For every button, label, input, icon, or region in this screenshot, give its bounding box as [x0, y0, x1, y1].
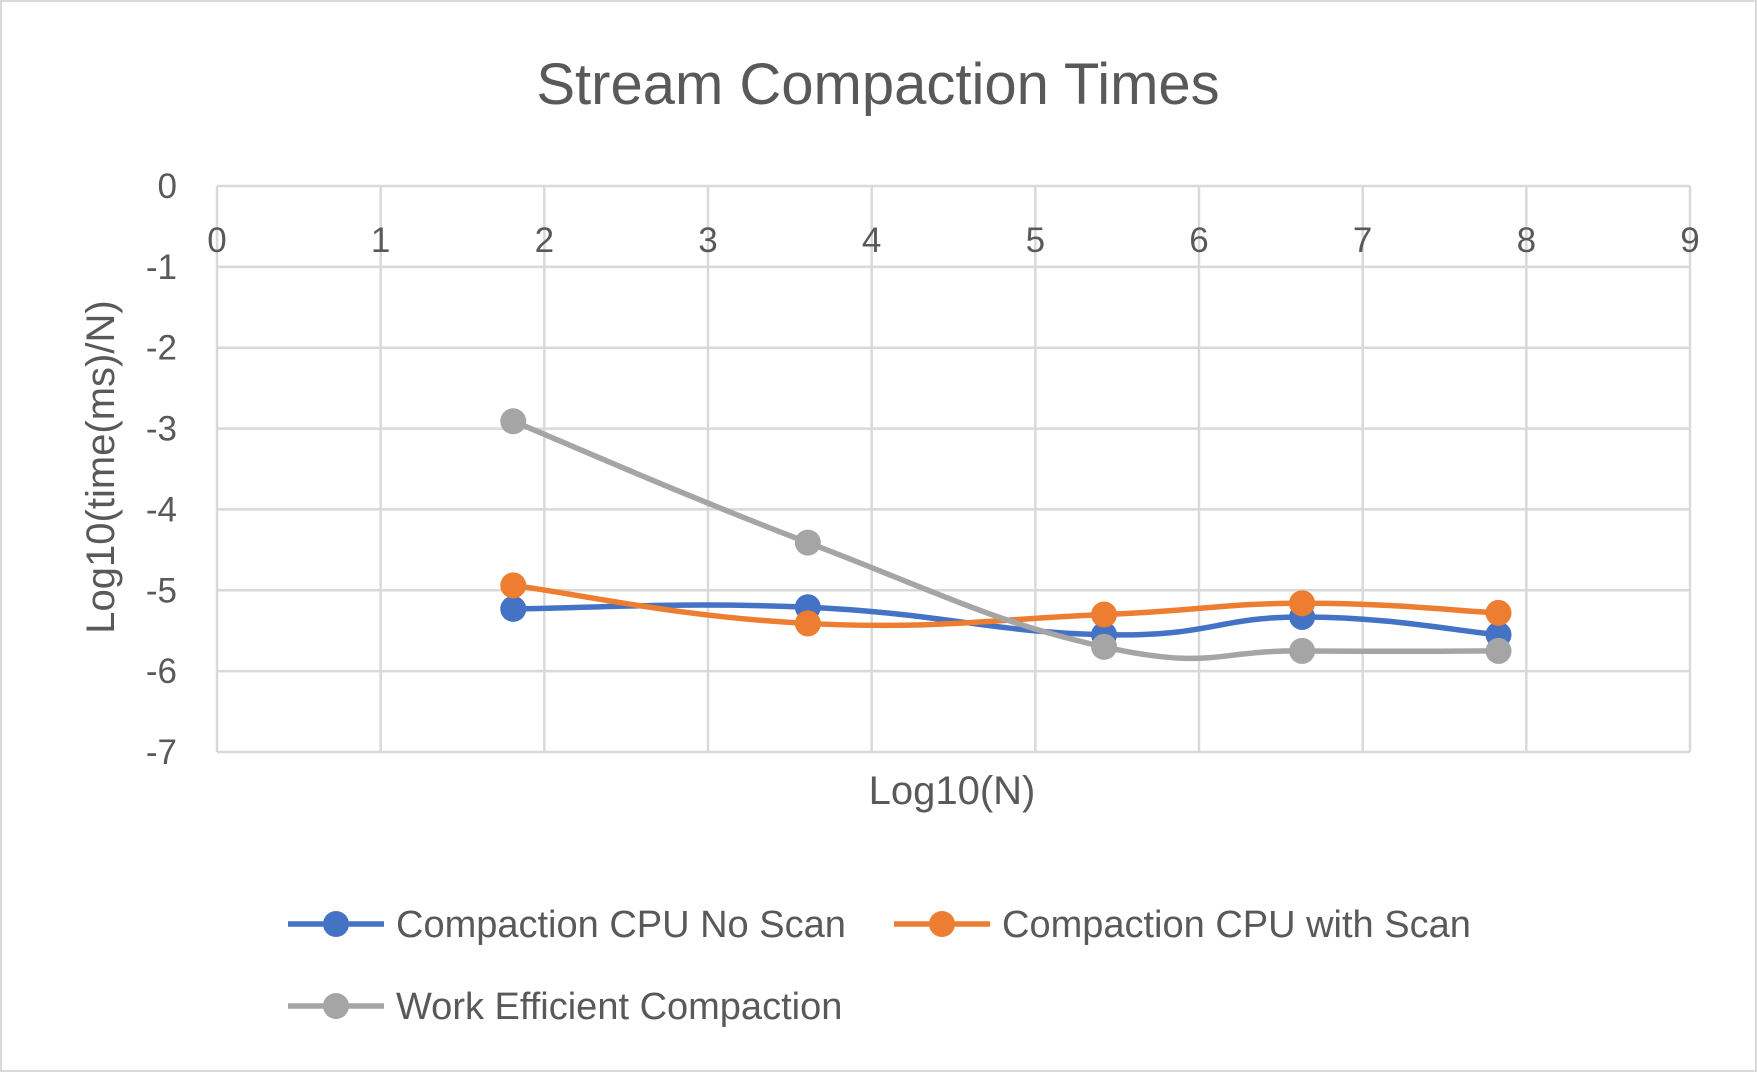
- legend-marker: [929, 911, 955, 937]
- x-tick-label: 6: [1189, 221, 1208, 260]
- y-tick-label: -1: [146, 248, 177, 287]
- grid-lines: [215, 184, 1692, 754]
- x-tick-label: 8: [1517, 221, 1536, 260]
- x-tick-label: 7: [1353, 221, 1372, 260]
- x-tick-label: 4: [862, 221, 881, 260]
- y-tick-label: -4: [146, 490, 177, 529]
- data-point: [794, 529, 821, 556]
- x-tick-label: 0: [207, 221, 226, 260]
- data-point: [500, 595, 527, 622]
- x-tick-label: 5: [1026, 221, 1045, 260]
- y-tick-label: -2: [146, 329, 177, 368]
- legend-label: Compaction CPU No Scan: [396, 904, 846, 946]
- y-tick-label: -6: [146, 652, 177, 691]
- data-point: [794, 610, 821, 637]
- series-line: [510, 602, 1502, 638]
- chart-title: Stream Compaction Times: [536, 52, 1219, 117]
- legend-item-compaction-cpu-no-scan: Compaction CPU No Scan: [288, 904, 846, 946]
- x-tick-label: 2: [535, 221, 554, 260]
- series-work-efficient-compaction: [500, 408, 1512, 664]
- x-axis-label: Log10(N): [869, 769, 1036, 813]
- x-tick-label: 1: [371, 221, 390, 260]
- legend-marker: [323, 993, 349, 1019]
- series-line: [510, 418, 1502, 662]
- y-tick-label: -7: [146, 733, 177, 772]
- y-tick-label: -3: [146, 410, 177, 449]
- data-point: [1485, 637, 1512, 664]
- data-point: [1091, 601, 1118, 628]
- y-tick-label: 0: [158, 167, 177, 206]
- legend-label: Work Efficient Compaction: [396, 986, 842, 1028]
- series-line: [510, 582, 1502, 629]
- series-compaction-cpu-with-scan: [500, 572, 1512, 637]
- y-tick-label: -5: [146, 571, 177, 610]
- data-point: [1091, 633, 1118, 660]
- tick-labels: 0 -1 -2 -3 -4 -5 -6 -7 0 1 2 3 4 5 6 7 8 9: [146, 167, 1700, 772]
- legend-marker: [323, 911, 349, 937]
- data-point: [1289, 590, 1316, 617]
- data-point: [1485, 599, 1512, 626]
- series-lines: [500, 408, 1512, 664]
- y-axis-label: Log10(time(ms)/N): [79, 300, 123, 633]
- legend-item-work-efficient-compaction: Work Efficient Compaction: [288, 986, 842, 1028]
- data-point: [1289, 637, 1316, 664]
- x-tick-label: 3: [698, 221, 717, 260]
- data-point: [500, 408, 527, 435]
- x-tick-label: 9: [1680, 221, 1699, 260]
- legend-label: Compaction CPU with Scan: [1002, 904, 1471, 946]
- legend: Compaction CPU No Scan Compaction CPU wit…: [288, 904, 1471, 1028]
- data-point: [500, 572, 527, 599]
- legend-item-compaction-cpu-with-scan: Compaction CPU with Scan: [894, 904, 1471, 946]
